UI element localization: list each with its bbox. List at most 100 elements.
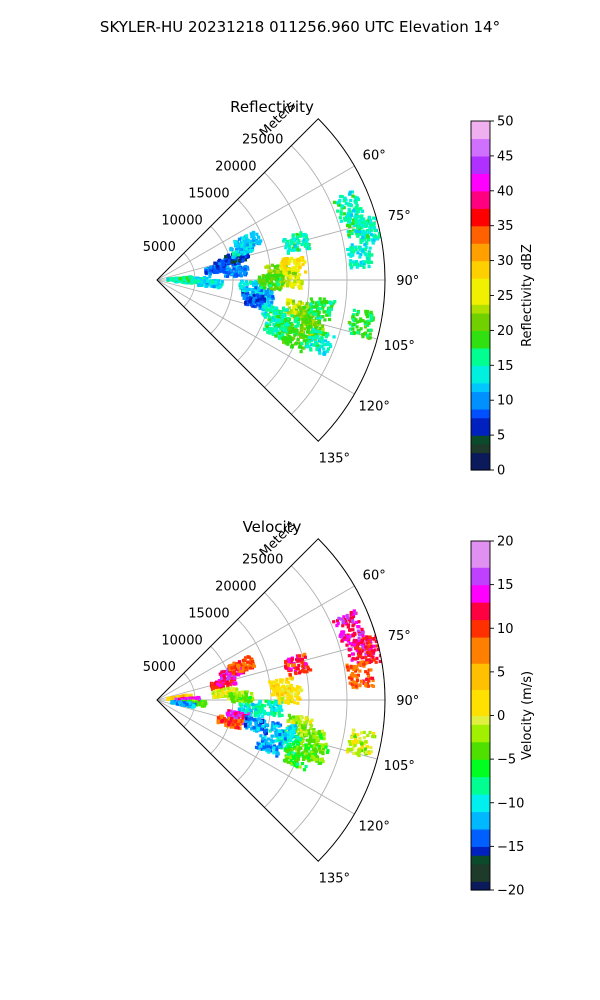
- colorbar-segment: [471, 295, 490, 305]
- colorbar-tick-label: 5: [497, 429, 505, 444]
- echo-cell: [268, 721, 297, 743]
- colorbar-segment: [471, 872, 490, 882]
- colorbar-segment: [471, 846, 490, 856]
- echo-cell: [227, 690, 255, 704]
- colorbar-segment: [471, 776, 490, 786]
- colorbar-segment: [471, 330, 490, 340]
- echo-cell: [347, 308, 375, 340]
- colorbar-segment: [471, 575, 490, 586]
- colorbar-tick-label: 10: [497, 394, 514, 409]
- colorbar-segment: [471, 759, 490, 769]
- reflectivity-echo-cells: [166, 190, 383, 357]
- azimuth-tick-label: 120°: [359, 399, 390, 414]
- colorbar-segment: [471, 855, 490, 865]
- echo-cell: [254, 734, 284, 758]
- azimuth-spoke: [156, 279, 355, 395]
- colorbar-tick-label: 40: [497, 184, 514, 199]
- colorbar-segment: [471, 173, 490, 183]
- colorbar-segment: [471, 828, 490, 839]
- range-tick-label: 5000: [143, 660, 176, 675]
- sector-outline: [156, 538, 386, 862]
- range-tick-label: 5000: [143, 240, 176, 255]
- echo-cell: [304, 328, 336, 357]
- echo-cell: [243, 715, 270, 736]
- colorbar-segment: [471, 269, 490, 279]
- velocity-azimuth-ticks: 60° 75° 90° 105° 120° 135°: [319, 569, 420, 887]
- echo-cell: [170, 700, 197, 709]
- colorbar-segment: [471, 602, 490, 612]
- range-tick-label: 15000: [188, 186, 229, 201]
- velocity-echo-cells: [166, 609, 383, 772]
- velocity-panel: 5000 10000 15000 20000 25000 60° 75° 90° 105° 12…: [143, 518, 535, 899]
- colorbar-tick-label: 35: [497, 219, 514, 234]
- velocity-colorbar: −20 −15 −10 −5 0 5 10 15 20: [470, 535, 524, 899]
- colorbar-segment: [471, 663, 490, 673]
- colorbar-tick-label: 30: [497, 254, 514, 269]
- colorbar-segment: [471, 260, 490, 270]
- echo-cell: [345, 728, 377, 758]
- colorbar-tick-label: −15: [497, 840, 524, 855]
- colorbar-segment: [471, 593, 490, 603]
- echo-cell: [282, 231, 312, 255]
- colorbar-segment: [471, 645, 490, 656]
- colorbar-segment: [471, 138, 490, 148]
- colorbar-segment: [471, 234, 490, 244]
- echo-cell: [354, 215, 383, 245]
- colorbar-segment: [471, 400, 490, 410]
- echo-cell: [332, 190, 364, 223]
- colorbar-segment: [471, 689, 490, 699]
- colorbar-segment: [471, 811, 490, 821]
- reflectivity-range-ticks: 5000 10000 15000 20000 25000: [143, 133, 284, 255]
- colorbar-tick-label: 5: [497, 665, 505, 680]
- azimuth-spoke: [156, 585, 355, 701]
- azimuth-tick-label: 135°: [319, 871, 350, 886]
- colorbar-segment: [471, 208, 490, 218]
- echo-cell: [276, 685, 304, 705]
- colorbar-segment: [471, 443, 490, 454]
- azimuth-tick-label: 75°: [388, 209, 411, 224]
- colorbar-segment: [471, 278, 490, 288]
- colorbar-segment: [471, 610, 490, 621]
- colorbar-segment: [471, 567, 490, 577]
- colorbar-segment: [471, 549, 490, 560]
- colorbar-segment: [471, 461, 490, 471]
- colorbar-segment: [471, 541, 490, 551]
- colorbar-segment: [471, 802, 490, 813]
- echo-cell: [268, 676, 296, 697]
- colorbar-segment: [471, 715, 490, 725]
- velocity-range-ticks: 5000 10000 15000 20000 25000: [143, 553, 284, 675]
- colorbar-segment: [471, 365, 490, 375]
- colorbar-tick-label: 0: [497, 709, 505, 724]
- echo-cell: [216, 714, 244, 731]
- colorbar-segment: [471, 304, 490, 314]
- azimuth-tick-label: 105°: [384, 339, 415, 354]
- velocity-title: Velocity: [243, 518, 302, 536]
- echo-cell: [223, 265, 250, 279]
- colorbar-segment: [471, 199, 490, 209]
- reflectivity-sector-frame: [156, 118, 386, 442]
- azimuth-spoke: [156, 220, 378, 281]
- colorbar-segment: [471, 881, 490, 891]
- reflectivity-title: Reflectivity: [230, 98, 314, 116]
- colorbar-segment: [471, 820, 490, 830]
- range-tick-label: 25000: [242, 553, 283, 568]
- colorbar-segment: [471, 636, 490, 647]
- echo-cell: [307, 297, 337, 322]
- colorbar-tick-label: 25: [497, 289, 514, 304]
- colorbar-segment: [471, 339, 490, 349]
- colorbar-segment: [471, 321, 490, 331]
- colorbar-segment: [471, 732, 490, 743]
- range-tick-label: 20000: [215, 160, 256, 175]
- colorbar-segment: [471, 243, 490, 253]
- reflectivity-colorbar: 0 5 10 15 20 25 30 35 40 45 50: [470, 115, 514, 479]
- azimuth-tick-label: 105°: [384, 759, 415, 774]
- colorbar-segment: [471, 435, 490, 445]
- colorbar-tick-label: −5: [497, 753, 516, 768]
- colorbar-segment: [471, 452, 490, 462]
- colorbar-tick-label: −10: [497, 796, 524, 811]
- echo-cell: [209, 675, 238, 692]
- colorbar-tick-label: 50: [497, 115, 514, 130]
- colorbar-segment: [471, 698, 490, 708]
- colorbar-tick-label: 20: [497, 535, 514, 550]
- colorbar-segment: [471, 584, 490, 594]
